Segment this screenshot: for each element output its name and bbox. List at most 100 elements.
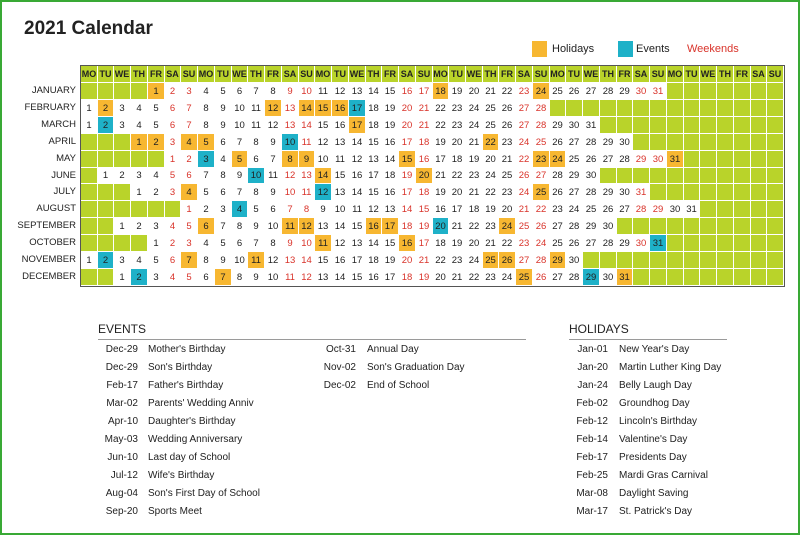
day-cell: 13 [315, 269, 332, 286]
empty-cell [734, 218, 751, 235]
day-cell: 9 [282, 83, 299, 100]
holiday-row: Jan-24 Belly Laugh Day [569, 377, 779, 395]
day-cell: 3 [148, 218, 165, 235]
day-cell: 6 [198, 269, 215, 286]
day-cell: 30 [600, 269, 617, 286]
month-label-july: JULY [53, 186, 76, 197]
event-row: Sep-20 Sports Meet [98, 503, 308, 521]
day-cell: 24 [499, 269, 516, 286]
day-cell: 25 [550, 83, 566, 100]
day-cell: 20 [399, 100, 416, 117]
events-section-divider [98, 339, 526, 340]
day-cell: 6 [165, 252, 181, 269]
empty-cell [684, 168, 700, 184]
day-cell: 6 [215, 184, 232, 201]
holiday-day-cell: 17 [382, 218, 399, 235]
holiday-day-cell: 17 [349, 117, 366, 134]
weekday-header: MO [81, 66, 98, 83]
day-cell: 25 [483, 100, 499, 117]
event-day-cell: 29 [583, 269, 600, 286]
month-label-august: AUGUST [36, 203, 76, 214]
empty-cell [98, 218, 114, 235]
day-cell: 28 [633, 201, 650, 218]
event-row: Dec-02 End of School [318, 377, 527, 395]
event-date: Aug-04 [105, 488, 138, 499]
empty-cell [700, 269, 717, 286]
day-cell: 22 [499, 235, 516, 252]
holiday-day-cell: 14 [315, 168, 332, 184]
day-cell: 27 [617, 201, 633, 218]
day-cell: 23 [449, 100, 466, 117]
event-day-cell: 4 [232, 201, 248, 218]
day-cell: 11 [248, 100, 265, 117]
empty-cell [751, 218, 767, 235]
day-cell: 8 [232, 218, 248, 235]
day-cell: 19 [416, 218, 433, 235]
day-cell: 2 [165, 235, 181, 252]
day-cell: 16 [332, 252, 349, 269]
holiday-date: Jan-20 [577, 362, 608, 373]
holidays-section-divider [569, 339, 727, 340]
day-cell: 30 [667, 201, 684, 218]
empty-cell [650, 218, 667, 235]
day-cell: 22 [533, 201, 550, 218]
empty-cell [751, 83, 767, 100]
day-cell: 1 [181, 201, 198, 218]
day-cell: 6 [215, 134, 232, 151]
weekday-header: WE [232, 66, 248, 83]
event-name: Father's Birthday [148, 380, 224, 391]
day-cell: 17 [366, 168, 382, 184]
day-cell: 25 [550, 235, 566, 252]
day-cell: 24 [516, 184, 533, 201]
weekday-header: SU [299, 66, 315, 83]
holiday-day-cell: 11 [315, 235, 332, 252]
day-cell: 27 [600, 151, 617, 168]
day-cell: 3 [114, 252, 131, 269]
day-cell: 8 [198, 117, 215, 134]
empty-cell [114, 134, 131, 151]
day-cell: 1 [81, 100, 98, 117]
legend: Holidays Events Weekends [532, 41, 792, 57]
day-cell: 30 [617, 134, 633, 151]
day-cell: 7 [232, 184, 248, 201]
day-cell: 23 [499, 184, 516, 201]
empty-cell [650, 100, 667, 117]
empty-cell [684, 269, 700, 286]
holiday-day-cell: 14 [299, 100, 315, 117]
empty-cell [684, 117, 700, 134]
day-cell: 22 [466, 269, 483, 286]
day-cell: 16 [332, 117, 349, 134]
day-cell: 3 [114, 117, 131, 134]
empty-cell [650, 184, 667, 201]
empty-cell [650, 134, 667, 151]
empty-cell [751, 168, 767, 184]
day-cell: 6 [165, 117, 181, 134]
day-cell: 16 [416, 151, 433, 168]
day-cell: 5 [215, 83, 232, 100]
holiday-name: Lincoln's Birthday [619, 416, 698, 427]
day-cell: 12 [282, 168, 299, 184]
day-cell: 18 [382, 168, 399, 184]
day-cell: 15 [366, 184, 382, 201]
day-cell: 21 [449, 269, 466, 286]
empty-cell [114, 151, 131, 168]
holiday-day-cell: 24 [499, 218, 516, 235]
holiday-day-cell: 9 [299, 151, 315, 168]
empty-cell [751, 252, 767, 269]
event-day-cell: 31 [650, 235, 667, 252]
day-cell: 7 [232, 134, 248, 151]
empty-cell [617, 218, 633, 235]
month-label-december: DECEMBER [22, 271, 76, 282]
day-cell: 5 [148, 252, 165, 269]
day-cell: 8 [265, 235, 282, 252]
empty-cell [717, 184, 734, 201]
day-cell: 22 [433, 100, 449, 117]
event-row: Apr-10 Daughter's Birthday [98, 413, 308, 431]
holiday-name: Martin Luther King Day [619, 362, 722, 373]
empty-cell [684, 100, 700, 117]
day-cell: 17 [399, 134, 416, 151]
empty-cell [767, 184, 784, 201]
day-cell: 27 [516, 252, 533, 269]
empty-cell [600, 117, 617, 134]
day-cell: 23 [449, 252, 466, 269]
